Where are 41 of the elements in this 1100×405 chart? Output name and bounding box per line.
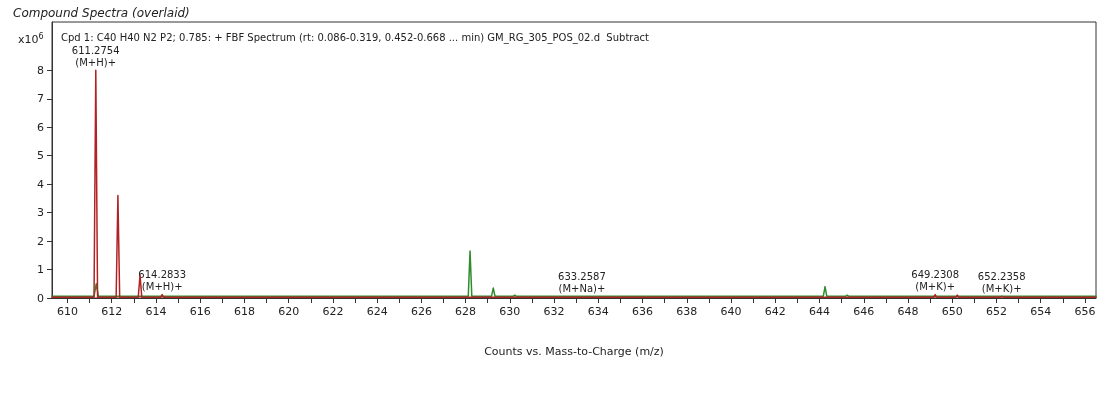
x-tick-label: 636 — [632, 305, 654, 318]
x-tick-label: 646 — [853, 305, 875, 318]
y-tick-label: 2 — [37, 234, 44, 248]
x-tick-label: 618 — [233, 305, 255, 318]
y-tick-label: 3 — [37, 206, 44, 220]
x-tick-label: 644 — [809, 305, 831, 318]
y-tick-label: 0 — [37, 291, 44, 305]
annotation: 652.2358 (M+K)+ — [977, 270, 1026, 294]
annotation: 633.2587 (M+Na)+ — [558, 271, 606, 295]
x-tick-label: 656 — [1074, 305, 1096, 318]
x-tick-label: 614 — [145, 305, 167, 318]
x-tick-label: 626 — [410, 305, 432, 318]
x-tick-label: 630 — [499, 305, 521, 318]
y-tick-label: 4 — [37, 177, 44, 191]
x-tick-label: 610 — [56, 305, 78, 318]
x-tick-label: 632 — [543, 305, 565, 318]
chart-title: Compound Spectra (overlaid) — [13, 6, 190, 20]
annotation: 611.2754 (M+H)+ — [71, 44, 120, 68]
y-tick-label: 8 — [37, 63, 44, 77]
x-tick-label: 650 — [941, 305, 963, 318]
x-tick-label: 648 — [897, 305, 919, 318]
annotation: 614.2833 (M+H)+ — [138, 269, 187, 293]
y-tick-label: 5 — [37, 149, 44, 163]
y-tick-label: 1 — [37, 263, 44, 277]
x-tick-label: 642 — [764, 305, 786, 318]
x-tick-label: 638 — [676, 305, 698, 318]
x-tick-label: 616 — [189, 305, 211, 318]
x-tick-label: 654 — [1030, 305, 1052, 318]
x-tick-label: 652 — [985, 305, 1007, 318]
x-tick-label: 612 — [101, 305, 123, 318]
x-tick-label: 624 — [366, 305, 388, 318]
x-tick-label: 622 — [322, 305, 344, 318]
text: Cpd 1: C40 H40 N2 P2; 0.785: + FBF Spectrum (rt: 0.086-0.319, 0.452-0.668 ... min) GM_RG_305_POS_02.d Subtract — [61, 31, 650, 44]
x-tick-label: 634 — [587, 305, 609, 318]
x-axis-title: Counts vs. Mass-to-Charge (m/z) — [484, 345, 664, 358]
x-tick-label: 628 — [455, 305, 477, 318]
annotation: 649.2308 (M+K)+ — [911, 269, 960, 293]
y-tick-label: 7 — [37, 92, 44, 106]
x-tick-label: 620 — [278, 305, 300, 318]
y-tick-label: 6 — [37, 120, 44, 134]
x-tick-label: 640 — [720, 305, 742, 318]
